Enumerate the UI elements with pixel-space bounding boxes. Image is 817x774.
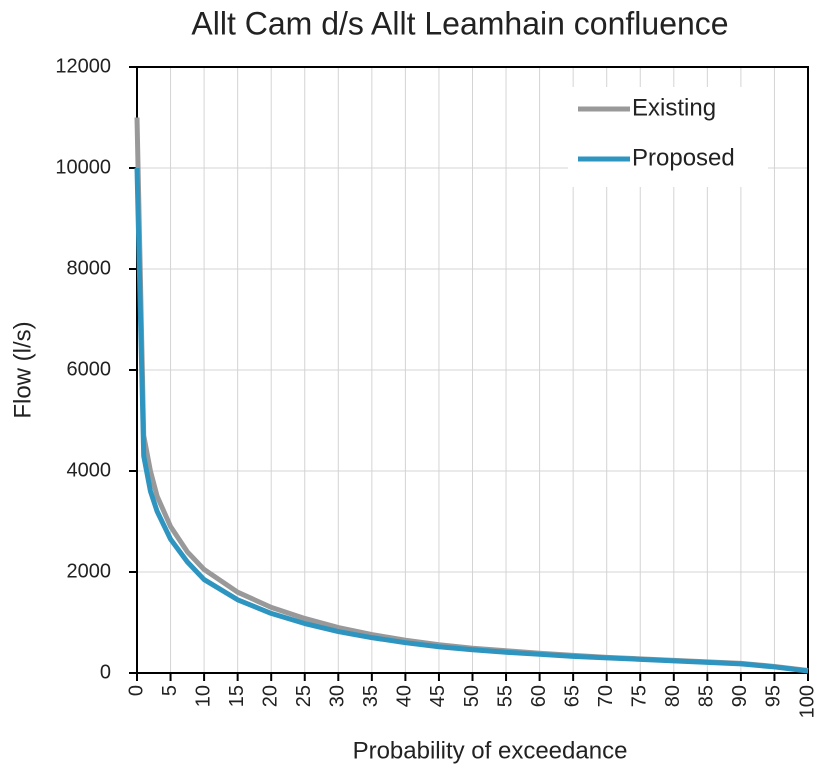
x-tick-label: 5 — [159, 685, 181, 696]
x-tick-label: 25 — [293, 685, 315, 707]
y-tick-label: 2000 — [67, 560, 112, 582]
x-tick-label: 55 — [494, 685, 516, 707]
x-tick-label: 80 — [662, 685, 684, 707]
y-tick-label: 12000 — [55, 55, 111, 77]
x-tick-label: 75 — [629, 685, 651, 707]
x-tick-label: 65 — [561, 685, 583, 707]
y-tick-label: 8000 — [67, 257, 112, 279]
x-tick-label: 35 — [360, 685, 382, 707]
x-tick-label: 60 — [528, 685, 550, 707]
x-tick-label: 50 — [461, 685, 483, 707]
chart-title: Allt Cam d/s Allt Leamhain confluence — [191, 5, 728, 41]
x-tick-label: 100 — [796, 685, 817, 718]
legend-label: Existing — [632, 94, 716, 121]
y-tick-label: 6000 — [67, 358, 112, 380]
y-tick-label: 4000 — [67, 459, 112, 481]
y-tick-label: 10000 — [55, 156, 111, 178]
x-tick-label: 20 — [259, 685, 281, 707]
x-tick-label: 85 — [696, 685, 718, 707]
x-tick-label: 95 — [763, 685, 785, 707]
legend-label: Proposed — [632, 144, 735, 171]
x-tick-label: 15 — [226, 685, 248, 707]
x-tick-label: 70 — [595, 685, 617, 707]
y-axis-label: Flow (l/s) — [9, 321, 36, 418]
series-line — [134, 167, 809, 674]
x-tick-label: 30 — [327, 685, 349, 707]
x-tick-label: 90 — [729, 685, 751, 707]
x-tick-label: 40 — [394, 685, 416, 707]
legend-box — [568, 87, 768, 187]
x-tick-label: 10 — [192, 685, 214, 707]
x-tick-label: 0 — [125, 685, 147, 696]
x-tick-label: 45 — [427, 685, 449, 707]
x-axis-label: Probability of exceedance — [353, 737, 628, 764]
plot-border — [136, 66, 809, 674]
y-tick-label: 0 — [100, 661, 111, 683]
